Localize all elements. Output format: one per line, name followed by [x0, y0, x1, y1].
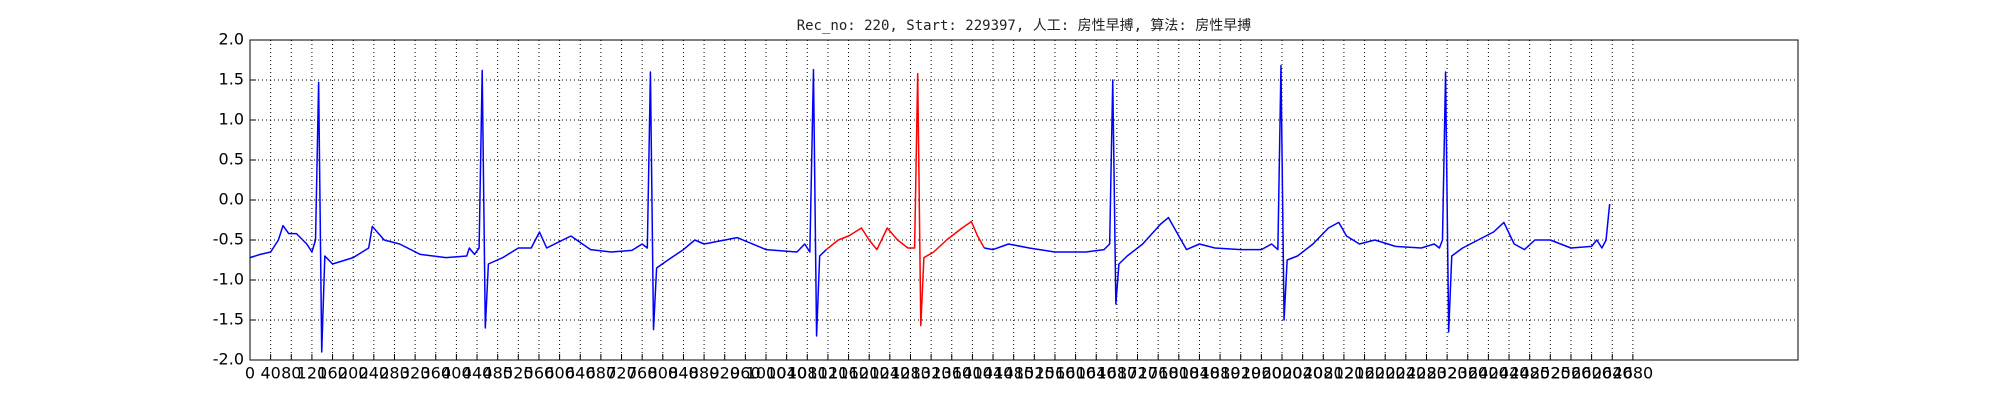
x-tick-label: 1080 [787, 364, 828, 383]
x-tick-label: 1560 [1035, 364, 1076, 383]
x-tick-label: 1160 [828, 364, 869, 383]
y-tick-label: 0.5 [219, 150, 244, 169]
x-tick-label: 1880 [1200, 364, 1241, 383]
ecg-line [825, 72, 985, 327]
x-tick-label: 960 [730, 364, 761, 383]
x-tick-label: 560 [524, 364, 555, 383]
x-tick-label: 1240 [869, 364, 910, 383]
x-tick-label: 1520 [1014, 364, 1055, 383]
x-tick-label: 2360 [1447, 364, 1488, 383]
x-tick-label: 1320 [911, 364, 952, 383]
x-tick-label: 680 [586, 364, 617, 383]
x-tick-label: 1760 [1138, 364, 1179, 383]
y-tick-label: 2.0 [219, 30, 244, 49]
x-tick-label: 280 [379, 364, 410, 383]
x-tick-label: 480 [482, 364, 513, 383]
x-tick-label: 1640 [1076, 364, 1117, 383]
x-tick-label: 1480 [993, 364, 1034, 383]
x-tick-label: 120 [297, 364, 328, 383]
x-tick-label: 440 [462, 364, 493, 383]
x-tick-label: 1960 [1241, 364, 1282, 383]
x-tick-label: 600 [544, 364, 575, 383]
x-tick-label: 2440 [1489, 364, 1530, 383]
x-tick-label: 1840 [1179, 364, 1220, 383]
x-tick-label: 2120 [1324, 364, 1365, 383]
x-tick-label: 1920 [1220, 364, 1261, 383]
x-tick-label: 1400 [952, 364, 993, 383]
x-tick-label: 40 [260, 364, 280, 383]
x-tick-label: 520 [503, 364, 534, 383]
x-tick-label: 880 [689, 364, 720, 383]
y-tick-label: -2.0 [213, 350, 244, 369]
x-tick-label: 1200 [849, 364, 890, 383]
x-tick-label: 2200 [1365, 364, 1406, 383]
x-tick-label: 2600 [1571, 364, 1612, 383]
x-tick-label: 920 [709, 364, 740, 383]
x-tick-label: 1440 [973, 364, 1014, 383]
x-tick-label: 1280 [890, 364, 931, 383]
x-tick-label: 840 [668, 364, 699, 383]
x-tick-label: 720 [606, 364, 637, 383]
x-tick-label: 2560 [1551, 364, 1592, 383]
x-tick-label: 2320 [1427, 364, 1468, 383]
x-tick-label: 800 [648, 364, 679, 383]
x-tick-label: 1800 [1158, 364, 1199, 383]
x-tick-label: 2400 [1468, 364, 1509, 383]
x-tick-label: 1360 [931, 364, 972, 383]
y-tick-label: -1.5 [213, 310, 244, 329]
y-tick-label: -0.5 [213, 230, 244, 249]
y-tick-label: -1.0 [213, 270, 244, 289]
x-tick-label: 2080 [1303, 364, 1344, 383]
x-tick-label: 320 [400, 364, 431, 383]
plot-frame [249, 39, 1799, 361]
y-tick-label: 0.0 [219, 190, 244, 209]
x-tick-label: 1040 [766, 364, 807, 383]
x-tick-label: 1120 [808, 364, 849, 383]
x-tick-label: 2680 [1613, 364, 1654, 383]
x-tick-label: 2280 [1406, 364, 1447, 383]
x-tick-label: 2520 [1530, 364, 1571, 383]
x-tick-label: 2160 [1344, 364, 1385, 383]
chart-title: Rec_no: 220, Start: 229397, 人工: 房性早搏, 算法… [797, 17, 1252, 34]
x-tick-label: 1720 [1117, 364, 1158, 383]
y-tick-label: 1.5 [219, 70, 244, 89]
x-tick-label: 160 [317, 364, 348, 383]
y-tick-label: 1.0 [219, 110, 244, 129]
x-tick-label: 0 [245, 364, 255, 383]
x-tick-label: 640 [565, 364, 596, 383]
x-tick-label: 360 [420, 364, 451, 383]
ecg-line [984, 64, 1611, 333]
x-tick-label: 80 [281, 364, 301, 383]
x-tick-label: 2480 [1509, 364, 1550, 383]
x-tick-label: 240 [359, 364, 390, 383]
x-tick-label: 2000 [1262, 364, 1303, 383]
ecg-line [249, 68, 827, 353]
x-tick-label: 1680 [1097, 364, 1138, 383]
x-tick-label: 760 [627, 364, 658, 383]
x-tick-label: 2640 [1592, 364, 1633, 383]
x-tick-label: 2040 [1282, 364, 1323, 383]
x-tick-label: 2240 [1385, 364, 1426, 383]
x-tick-label: 1600 [1055, 364, 1096, 383]
x-tick-label: 200 [338, 364, 369, 383]
x-tick-label: 1000 [746, 364, 787, 383]
x-tick-label: 400 [441, 364, 472, 383]
